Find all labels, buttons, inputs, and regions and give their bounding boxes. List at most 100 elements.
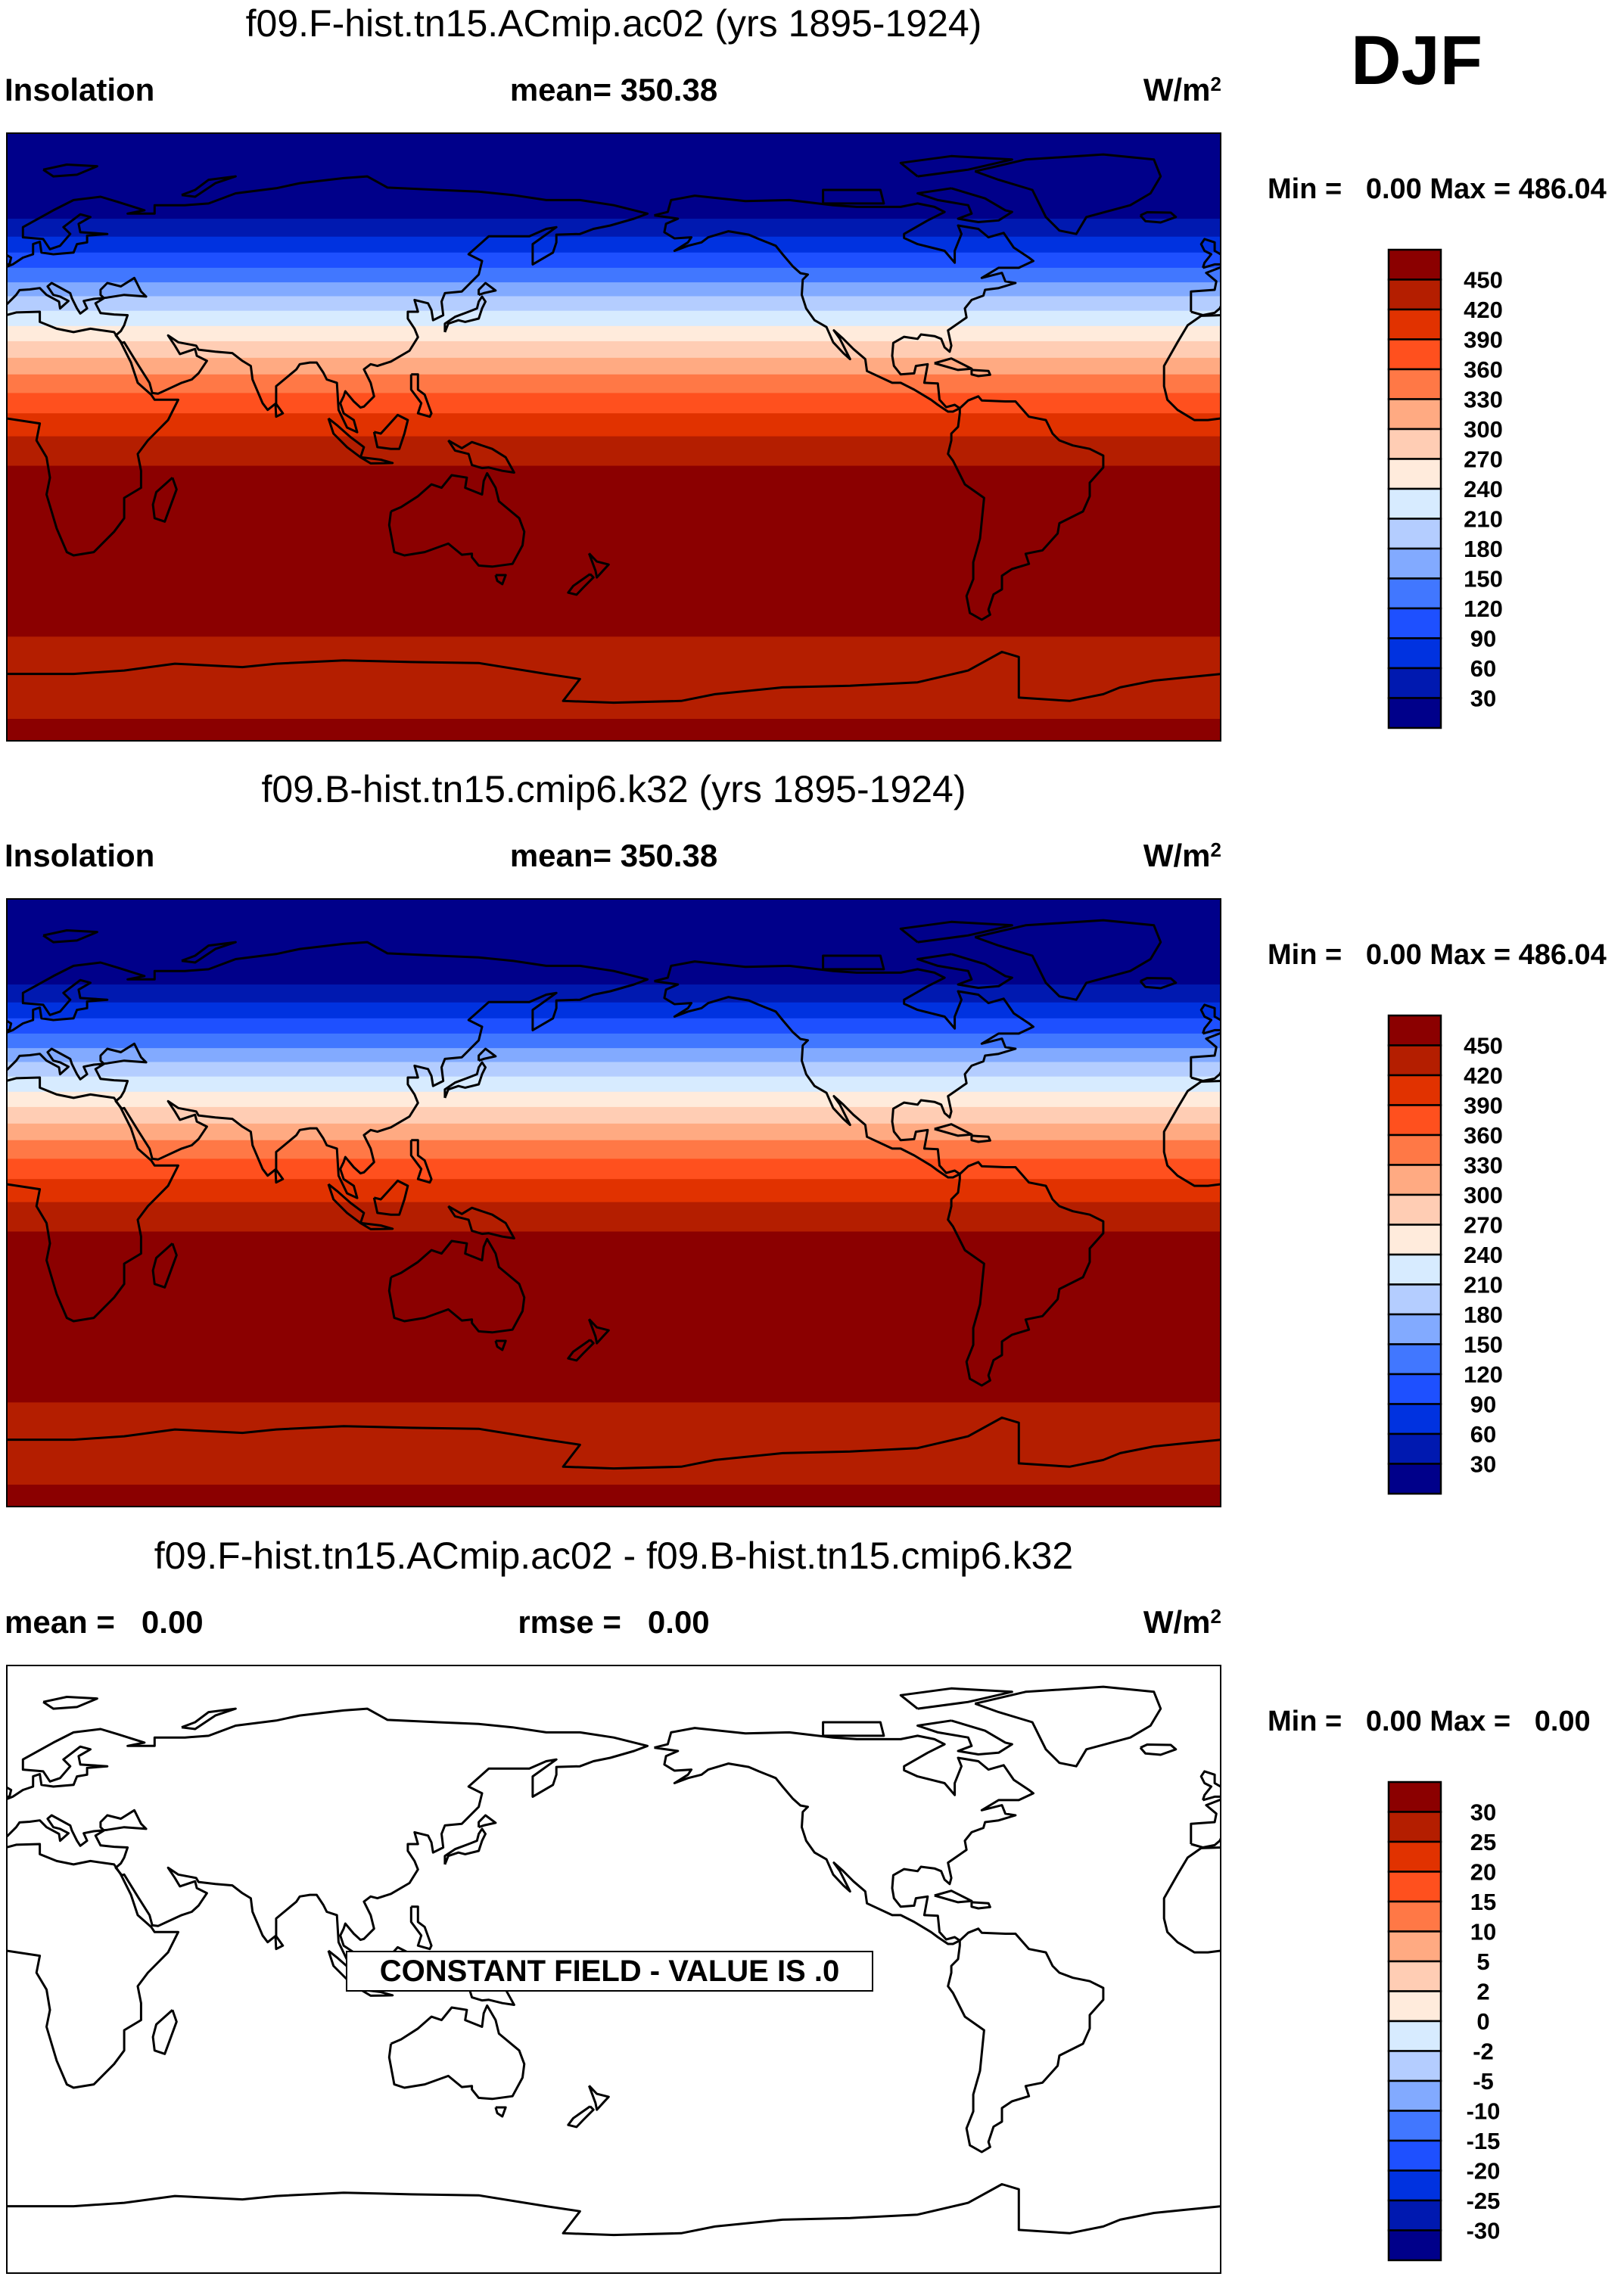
units-base: W/m (1143, 1604, 1211, 1640)
colorbar-label: 270 (1464, 1212, 1503, 1239)
contour-band (6, 1106, 1221, 1124)
colorbar-box (1387, 1900, 1442, 1933)
colorbar-label: 420 (1464, 1062, 1503, 1089)
min-max-label: Min = 0.00 Max = 486.04 (1268, 173, 1607, 205)
colorbar-label: -10 (1467, 2098, 1501, 2125)
colorbar-label: 390 (1464, 1093, 1503, 1119)
contour-band (6, 1033, 1221, 1049)
coastline (974, 1685, 1162, 1768)
panel-1: f09.F-hist.tn15.ACmip.ac02 (yrs 1895-192… (0, 0, 1624, 757)
coastline (274, 1168, 285, 1184)
colorbar-label: -30 (1467, 2218, 1501, 2244)
colorbar-box (1387, 1781, 1442, 1813)
contour-band (6, 1091, 1221, 1108)
coastline (372, 1179, 409, 1216)
colorbar-label: -2 (1473, 2039, 1494, 2065)
colorbar: 450 420 390 360 330 300 270 240 210 180 150 120 90 60… (1387, 248, 1503, 729)
coastline (409, 373, 433, 418)
colorbar-box (1387, 1014, 1442, 1047)
coastline (359, 456, 394, 465)
colorbar-box (1387, 547, 1442, 580)
coastline (42, 929, 98, 944)
coastline (947, 1161, 1105, 1387)
colorbar-box (1387, 1224, 1442, 1256)
coastline (934, 357, 973, 372)
contour-band (6, 374, 1221, 393)
coastline (1162, 313, 1221, 421)
coastline (443, 1061, 487, 1099)
coastline (6, 2183, 1221, 2237)
colorbar-label: 150 (1464, 1332, 1503, 1358)
colorbar-box (1387, 368, 1442, 400)
colorbar-label: 420 (1464, 297, 1503, 323)
coastline (478, 1814, 497, 1829)
coastline (899, 154, 1013, 178)
coastline (970, 369, 991, 378)
colorbar-label: 120 (1464, 1361, 1503, 1388)
coastline (899, 920, 1013, 944)
colorbar-box (1387, 2199, 1442, 2231)
coastline (1162, 1846, 1221, 1954)
coastline (42, 163, 98, 178)
contour-band (6, 1076, 1221, 1093)
colorbar-box (1387, 1193, 1442, 1226)
coastline (327, 1183, 366, 1224)
colorbar-label: -5 (1473, 2068, 1494, 2095)
coastline (151, 1242, 178, 1289)
coastline (42, 1696, 98, 1710)
coastline (274, 1935, 285, 1951)
colorbar-label: 150 (1464, 566, 1503, 592)
colorbar-box (1387, 1811, 1442, 1843)
coastline (6, 1076, 179, 1323)
contour-band (6, 636, 1221, 720)
colorbar-label: 10 (1470, 1919, 1496, 1945)
colorbar-label: 450 (1464, 1033, 1503, 1059)
coastline (916, 187, 1013, 223)
colorbar-box (1387, 1990, 1442, 2023)
units-exponent: 2 (1210, 838, 1221, 861)
colorbar-label: 0 (1476, 2008, 1489, 2035)
coastline (947, 1927, 1105, 2154)
units-label: W/m2 (1143, 73, 1221, 107)
contour-band (6, 219, 1221, 238)
colorbar-label: 30 (1470, 1451, 1496, 1478)
left-label: Insolation (5, 72, 155, 107)
colorbar-box (1387, 1313, 1442, 1345)
coastline (181, 941, 237, 964)
colorbar-label: 2 (1476, 1979, 1489, 2005)
coastline (387, 2004, 526, 2101)
contour-band (6, 1062, 1221, 1078)
colorbar-label: 180 (1464, 1302, 1503, 1328)
coastline (447, 1205, 515, 1239)
coastline (1199, 1770, 1221, 1802)
min-max-label: Min = 0.00 Max = 0.00 (1268, 1706, 1591, 1737)
map-frame (6, 1665, 1221, 2274)
colorbar-box (1387, 1104, 1442, 1137)
contour-band (6, 267, 1221, 283)
plot-title: f09.B-hist.tn15.cmip6.k32 (yrs 1895-1924… (261, 768, 966, 810)
contour-band (6, 282, 1221, 297)
coastline (822, 954, 885, 971)
colorbar-box (1387, 1373, 1442, 1405)
colorbar-box (1387, 1463, 1442, 1495)
coastline (970, 1134, 991, 1143)
coastline (1199, 1003, 1221, 1035)
coastline (181, 1707, 237, 1731)
contour-band (6, 310, 1221, 327)
colorbar-box (1387, 1930, 1442, 1963)
coastline (587, 552, 610, 579)
colorbar-label: 330 (1464, 387, 1503, 413)
contour-band (6, 436, 1221, 467)
coastline (6, 310, 179, 557)
contour-band (6, 296, 1221, 312)
contour-band (6, 1485, 1221, 1507)
contour-band (6, 465, 1221, 637)
units-base: W/m (1143, 72, 1211, 107)
colorbar-label: 360 (1464, 356, 1503, 383)
contour-band (6, 1179, 1221, 1203)
colorbar-label: 210 (1464, 1272, 1503, 1298)
coastline (934, 1123, 973, 1137)
colorbar-box (1387, 1134, 1442, 1166)
coastline (1199, 238, 1221, 269)
